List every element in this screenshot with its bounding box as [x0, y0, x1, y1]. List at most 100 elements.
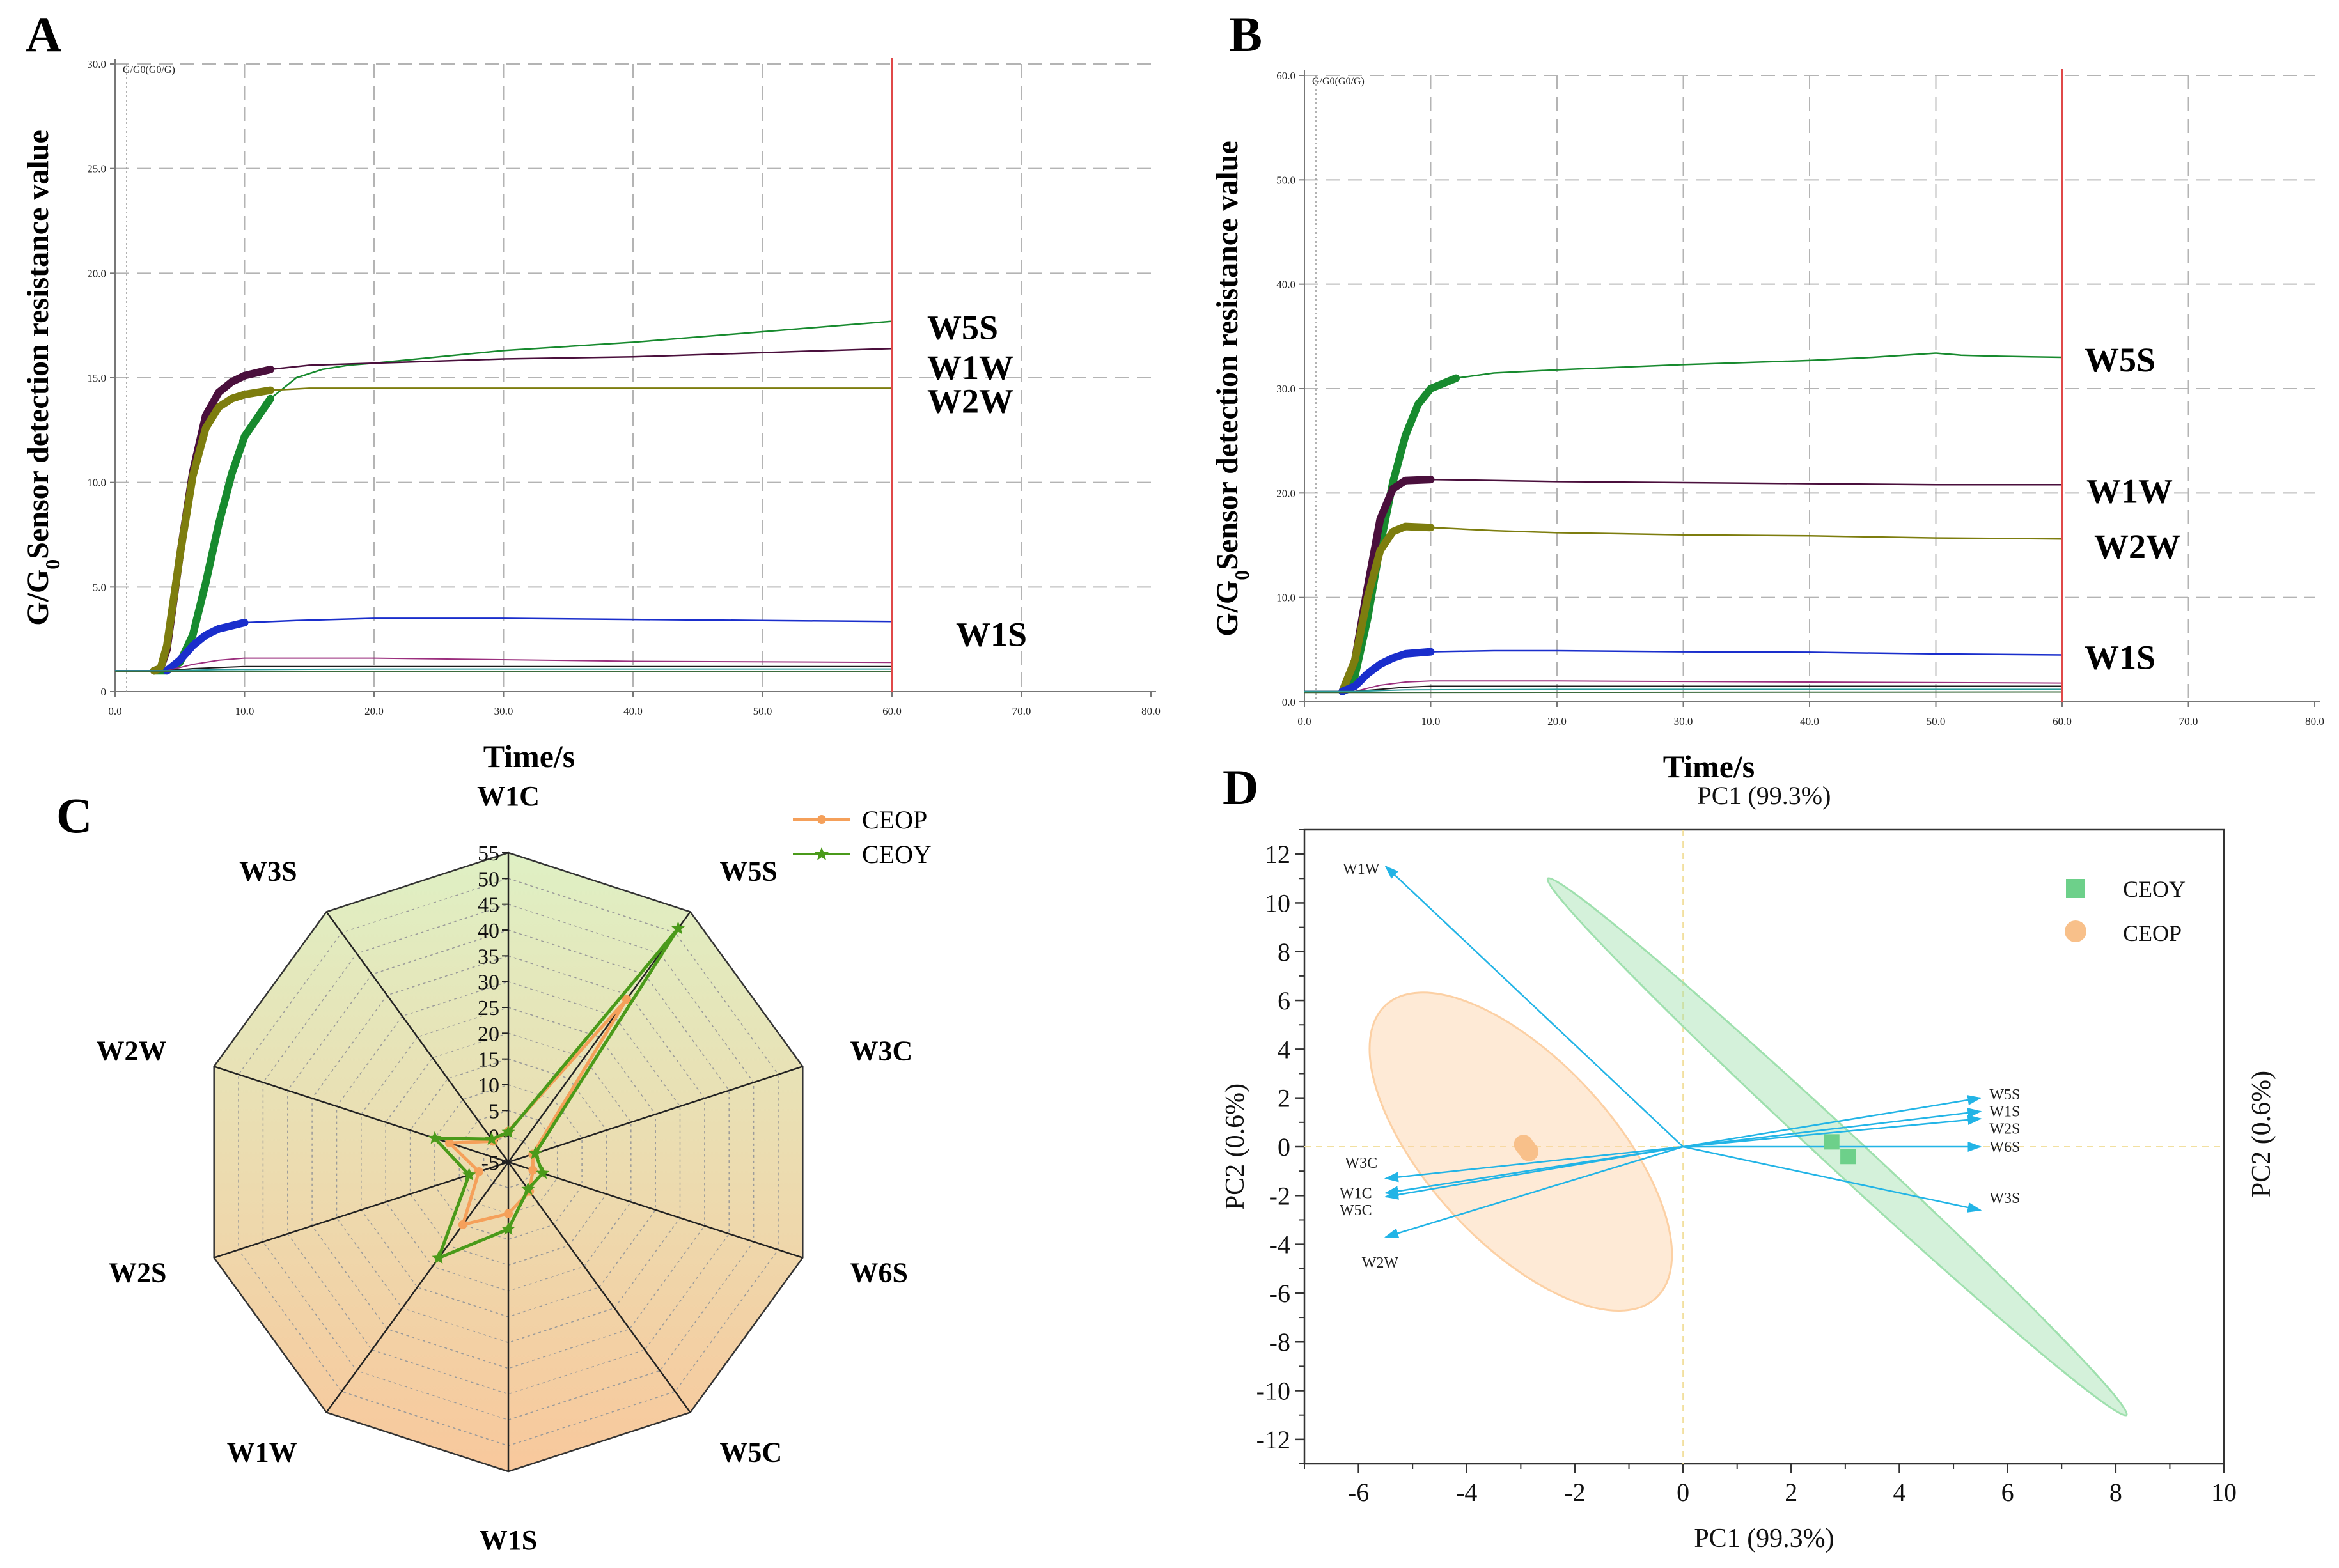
series-rise-w1s	[1338, 648, 1435, 695]
loading-arrow-w2w	[1384, 1145, 1684, 1239]
legend-marker-ceoy	[2066, 879, 2085, 898]
y-tick-label: -10	[1256, 1377, 1290, 1406]
radar-axis-label-w6s: W6S	[850, 1257, 907, 1289]
radar-tick-label: 30	[478, 971, 499, 995]
series-label-w5s: W5S	[2085, 341, 2155, 379]
x-tick-label: 8	[2109, 1478, 2122, 1507]
radar-point-ceoy	[521, 1182, 535, 1195]
series-line-w2s	[115, 657, 893, 672]
radar-point-ceop	[458, 1220, 467, 1229]
y-tick-label: 50.0	[1276, 174, 1295, 186]
radar-spoke	[325, 911, 510, 1163]
radar-tick-label: 5	[489, 1099, 499, 1123]
x-tick-label: 0	[1677, 1478, 1689, 1507]
x-tick-label: -2	[1564, 1478, 1585, 1507]
radar-tick-label: -5	[481, 1151, 499, 1175]
y-tick-label: 10.0	[1276, 592, 1295, 604]
loading-label-w6s: W6S	[1989, 1139, 2020, 1156]
radar-spoke	[214, 1161, 509, 1259]
loading-arrow-w1w	[1384, 865, 1684, 1147]
legend-label-ceoy: CEOY	[862, 840, 932, 869]
corner-label: G/G0(G0/G)	[123, 65, 175, 75]
x-axis-title: PC1 (99.3%)	[1694, 1524, 1834, 1553]
y-axis-label: G/G0Sensor detection resistance value	[21, 130, 64, 626]
x-tick-label: 40.0	[1800, 715, 1819, 727]
radar-grid-ring	[336, 981, 681, 1344]
loading-label-w5s: W5S	[1989, 1087, 2020, 1103]
y-tick-label: 0	[101, 686, 107, 698]
radar-tick-label: 35	[478, 945, 499, 968]
loading-label-w1w: W1W	[1343, 861, 1380, 878]
radar-point-ceoy	[428, 1131, 442, 1144]
legend-marker-ceop	[817, 815, 826, 824]
x-axis-label: Time/s	[1663, 749, 1755, 784]
x-tick-label: 20.0	[1547, 715, 1567, 727]
x-tick-label: 10.0	[1421, 715, 1441, 727]
series-line-w2s	[1304, 680, 2063, 692]
loading-arrow-w5c	[1384, 1145, 1684, 1200]
radar-tick-label: 45	[478, 894, 499, 917]
loading-label-w2w: W2W	[1362, 1255, 1399, 1271]
loading-arrow-w3c	[1384, 1145, 1684, 1183]
series-line-w3s	[1304, 688, 2062, 692]
x-tick-label: 4	[1893, 1478, 1905, 1507]
radar-point-ceop	[622, 995, 631, 1004]
legend-label-ceop: CEOP	[862, 805, 927, 834]
x-tick-label: 2	[1785, 1478, 1797, 1507]
radar-point-ceop	[504, 1209, 513, 1218]
y-tick-label: 6	[1278, 986, 1290, 1015]
y-tick-label: 60.0	[1276, 70, 1295, 82]
legend-label-ceoy: CEOY	[2123, 876, 2186, 902]
series-line-w1c	[114, 671, 893, 672]
x-tick-label: 40.0	[623, 705, 643, 717]
top-axis-title: PC1 (99.3%)	[1698, 781, 1831, 810]
x-tick-label: 6	[2001, 1478, 2014, 1507]
y-tick-label: 5.0	[93, 581, 106, 593]
corner-label: G/G0(G0/G)	[1312, 76, 1365, 87]
radar-point-ceoy	[462, 1167, 476, 1181]
loading-label-w1c: W1C	[1340, 1185, 1372, 1202]
radar-point-ceoy	[485, 1132, 499, 1145]
loading-label-w1s: W1S	[1989, 1104, 2020, 1121]
panel-d-letter: D	[1223, 759, 1258, 815]
radar-spoke	[325, 1161, 510, 1413]
y-axis-title: PC2 (0.6%)	[1221, 1083, 1250, 1210]
series-rise-w1s	[163, 619, 249, 675]
x-tick-label: 70.0	[1012, 705, 1031, 717]
y-axis-label-subscript: 0	[1230, 570, 1253, 580]
y-tick-label: 30.0	[1276, 383, 1295, 395]
y-axis-label-subscript: 0	[41, 559, 64, 570]
series-label-w1s: W1S	[2085, 639, 2155, 677]
radar-grid-ring	[434, 1084, 583, 1240]
series-label-w5s: W5S	[927, 309, 998, 347]
y-tick-label: 25.0	[87, 163, 106, 175]
series-line-w1c	[1304, 691, 2063, 694]
loading-label-w5c: W5C	[1340, 1202, 1372, 1219]
x-axis-label: Time/s	[483, 738, 575, 774]
loading-label-w3s: W3S	[1989, 1190, 2020, 1207]
radar-point-ceop	[444, 1138, 454, 1148]
x-tick-label: 10.0	[235, 705, 254, 717]
y-tick-label: 10	[1265, 889, 1290, 917]
y-tick-label: 2	[1278, 1084, 1290, 1113]
radar-point-ceoy	[501, 1125, 515, 1138]
panel-a-letter: A	[26, 6, 61, 62]
y-tick-label: 4	[1278, 1035, 1290, 1064]
legend-marker-ceop	[2065, 920, 2086, 942]
y-tick-label: 15.0	[87, 372, 106, 384]
x-tick-label: 80.0	[2305, 715, 2324, 727]
radar-spoke	[507, 1161, 691, 1413]
radar-point-ceoy	[671, 921, 685, 935]
y-tick-label: 8	[1278, 938, 1290, 966]
radar-point-ceoy	[501, 1222, 515, 1235]
x-tick-label: -4	[1456, 1478, 1477, 1507]
y-tick-label: 20.0	[1276, 487, 1295, 499]
x-tick-label: 60.0	[882, 705, 902, 717]
series-label-w1s: W1S	[956, 615, 1027, 653]
series-label-w1w: W1W	[927, 348, 1013, 387]
x-tick-label: 30.0	[1674, 715, 1693, 727]
loading-label-w2s: W2S	[1989, 1121, 2020, 1137]
legend-marker-ceoy	[815, 847, 829, 860]
